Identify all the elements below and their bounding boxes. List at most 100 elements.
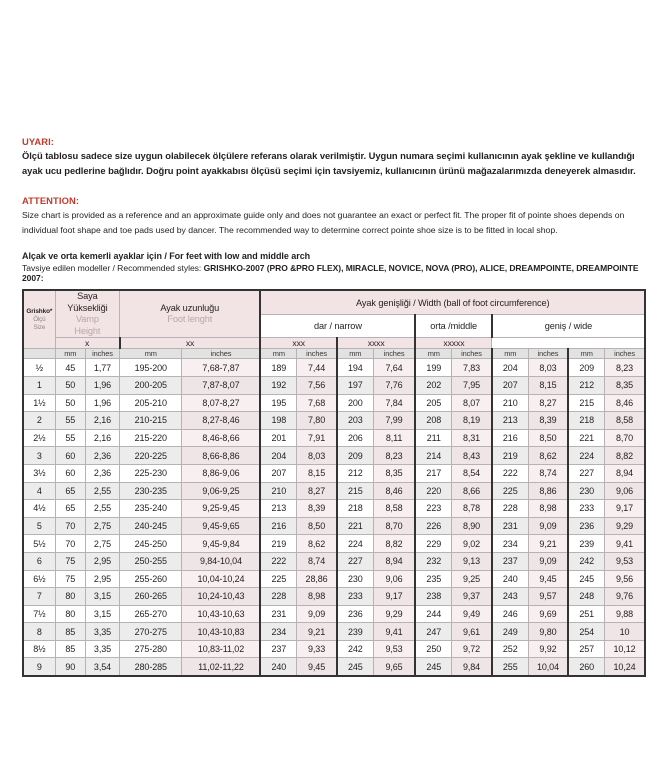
unit-xxxx-mm: mm: [490, 348, 529, 360]
cell-xx-in: 8,70: [372, 516, 416, 536]
cell-xxxxx-mm: 212: [567, 375, 606, 395]
cell-xxx-in: 9,37: [451, 587, 493, 606]
cell-xxxxx-mm: 242: [567, 551, 606, 571]
cell-xxx-in: 9,72: [451, 639, 493, 659]
cell-xxxxx-in: 8,46: [604, 393, 646, 413]
cell-x-in: 8,98: [296, 587, 338, 606]
cell-x-in: 8,74: [296, 551, 338, 571]
cell-xxxxx-in: 9,76: [604, 587, 646, 606]
cell-xxxx-mm: 249: [490, 622, 529, 641]
cell-foot-in: 9,25-9,45: [181, 499, 262, 518]
cell-vamp-in: 2,95: [84, 551, 121, 571]
cell-x-in: 8,15: [296, 463, 338, 483]
cell-foot-in: 9,84-10,04: [181, 551, 262, 571]
cell-xxxx-mm: 228: [490, 499, 529, 518]
header-size-en: Size: [33, 324, 46, 332]
cell-vamp-mm: 70: [54, 516, 86, 536]
cell-x-in: 7,44: [296, 358, 338, 377]
cell-x-mm: 195: [259, 393, 298, 413]
cell-xxxxx-mm: 245: [567, 569, 606, 589]
cell-xx-in: 7,99: [372, 411, 416, 430]
cell-vamp-mm: 65: [54, 499, 86, 518]
cell-foot-in: 8,46-8,66: [181, 428, 262, 448]
unit-blank-size: [22, 348, 56, 360]
cell-xxx-mm: 217: [414, 463, 453, 483]
cell-x-mm: 210: [259, 481, 298, 501]
cell-xxxx-mm: 252: [490, 639, 529, 659]
cell-size: 7: [22, 587, 56, 606]
cell-foot-mm: 245-250: [119, 534, 183, 553]
header-group-wide: geniş / wide: [490, 314, 646, 339]
unit-xx-mm: mm: [335, 348, 374, 360]
cell-xxxxx-mm: 251: [567, 604, 606, 624]
cell-xxx-mm: 205: [414, 393, 453, 413]
header-group-middle: orta /middle: [414, 314, 493, 339]
cell-foot-in: 7,87-8,07: [181, 375, 262, 395]
cell-xxxxx-in: 8,23: [604, 358, 646, 377]
cell-xx-mm: 221: [335, 516, 374, 536]
cell-xxx-mm: 247: [414, 622, 453, 641]
table-row: 6½ 75 2,95 255-260 10,04-10,24 225 28,86 230 9,0…: [22, 569, 646, 589]
attention-heading-en: ATTENTION:: [22, 195, 80, 207]
cell-xxxxx-in: 9,41: [604, 534, 646, 553]
cell-xxxxx-mm: 221: [567, 428, 606, 448]
cell-size: 9: [22, 657, 56, 677]
cell-vamp-mm: 75: [54, 551, 86, 571]
cell-x-mm: 222: [259, 551, 298, 571]
cell-xxx-in: 9,02: [451, 534, 493, 553]
cell-size: ½: [22, 358, 56, 377]
cell-size: 8: [22, 622, 56, 641]
cell-xxx-mm: 214: [414, 446, 453, 465]
cell-size: 8½: [22, 639, 56, 659]
size-chart-table: Grishko* Ölçü Size Saya Yüksekliği Vamp …: [22, 289, 646, 678]
cell-vamp-mm: 50: [54, 375, 86, 395]
table-row: 7½ 80 3,15 265-270 10,43-10,63 231 9,09 236 9,29…: [22, 604, 646, 624]
cell-x-in: 8,62: [296, 534, 338, 553]
cell-xxxx-mm: 207: [490, 375, 529, 395]
cell-xxxx-in: 9,57: [527, 587, 569, 606]
table-row: 7 80 3,15 260-265 10,24-10,43 228 8,98 233 9,17 2…: [22, 587, 646, 606]
cell-vamp-in: 2,95: [84, 569, 121, 589]
cell-foot-mm: 235-240: [119, 499, 183, 518]
cell-foot-mm: 225-230: [119, 463, 183, 483]
cell-xx-in: 9,41: [372, 622, 416, 641]
cell-vamp-in: 1,96: [84, 375, 121, 395]
cell-xxx-in: 8,66: [451, 481, 493, 501]
table-row: 4½ 65 2,55 235-240 9,25-9,45 213 8,39 218 8,58 22…: [22, 499, 646, 518]
cell-xx-in: 8,94: [372, 551, 416, 571]
table-row: 2½ 55 2,16 215-220 8,46-8,66 201 7,91 206 8,11 21…: [22, 428, 646, 448]
header-size-cell: Grishko* Ölçü Size: [22, 289, 56, 350]
cell-foot-in: 10,04-10,24: [181, 569, 262, 589]
cell-x-in: 7,80: [296, 411, 338, 430]
cell-vamp-mm: 65: [54, 481, 86, 501]
cell-vamp-mm: 70: [54, 534, 86, 553]
cell-xxxx-in: 8,15: [527, 375, 569, 395]
cell-x-mm: 192: [259, 375, 298, 395]
header-group-narrow: dar / narrow: [259, 314, 416, 339]
cell-xxx-in: 8,54: [451, 463, 493, 483]
cell-foot-in: 8,86-9,06: [181, 463, 262, 483]
table-row: 1 50 1,96 200-205 7,87-8,07 192 7,56 197 7,76 202…: [22, 375, 646, 395]
cell-x-in: 8,03: [296, 446, 338, 465]
cell-foot-in: 8,66-8,86: [181, 446, 262, 465]
cell-x-in: 9,09: [296, 604, 338, 624]
cell-xx-in: 7,76: [372, 375, 416, 395]
cell-xxxxx-mm: 257: [567, 639, 606, 659]
cell-xxxx-in: 8,74: [527, 463, 569, 483]
size-chart-page: UYARI: Ölçü tablosu sadece size uygun ol…: [22, 136, 646, 678]
table-row: 6 75 2,95 250-255 9,84-10,04 222 8,74 227 8,94 23…: [22, 551, 646, 571]
cell-xxxx-mm: 231: [490, 516, 529, 536]
cell-x-mm: 240: [259, 657, 298, 677]
cell-x-in: 8,50: [296, 516, 338, 536]
cell-xxxxx-in: 8,58: [604, 411, 646, 430]
cell-x-mm: 198: [259, 411, 298, 430]
unit-x-mm: mm: [259, 348, 298, 360]
cell-xxxx-in: 9,21: [527, 534, 569, 553]
cell-xx-in: 9,17: [372, 587, 416, 606]
cell-xxx-mm: 208: [414, 411, 453, 430]
cell-xxxx-mm: 210: [490, 393, 529, 413]
cell-size: 2½: [22, 428, 56, 448]
table-body: ½ 45 1,77 195-200 7,68-7,87 189 7,44 194 7,64 199…: [22, 358, 646, 677]
cell-vamp-mm: 55: [54, 428, 86, 448]
cell-size: 1½: [22, 393, 56, 413]
